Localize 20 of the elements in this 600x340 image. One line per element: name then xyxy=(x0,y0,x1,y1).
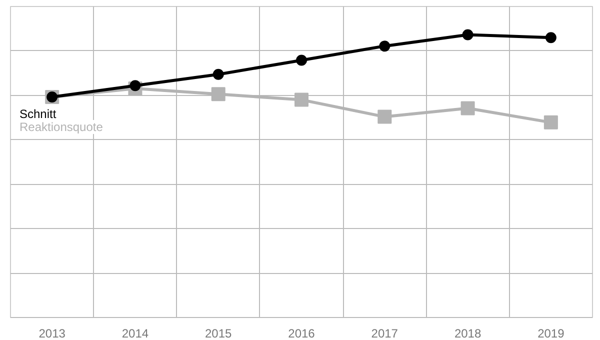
point xyxy=(296,54,307,66)
x-tick-label: 2018 xyxy=(454,326,482,340)
point xyxy=(545,32,556,44)
point xyxy=(462,29,474,40)
point xyxy=(379,40,390,52)
x-tick-label: 2019 xyxy=(538,326,565,340)
x-tick-label: 2015 xyxy=(205,326,232,340)
point xyxy=(544,115,558,130)
x-tick-label: 2014 xyxy=(122,326,149,340)
series-label: Schnitt xyxy=(20,106,57,121)
point xyxy=(211,87,226,102)
x-tick-label: 2017 xyxy=(371,326,398,340)
point xyxy=(460,101,475,116)
x-tick-label: 2013 xyxy=(38,326,66,340)
x-tick-label: 2016 xyxy=(288,326,316,340)
point xyxy=(378,110,392,124)
point xyxy=(212,68,224,80)
point xyxy=(294,92,308,107)
series-label: Reaktionsquote xyxy=(20,120,104,134)
point xyxy=(130,80,141,92)
